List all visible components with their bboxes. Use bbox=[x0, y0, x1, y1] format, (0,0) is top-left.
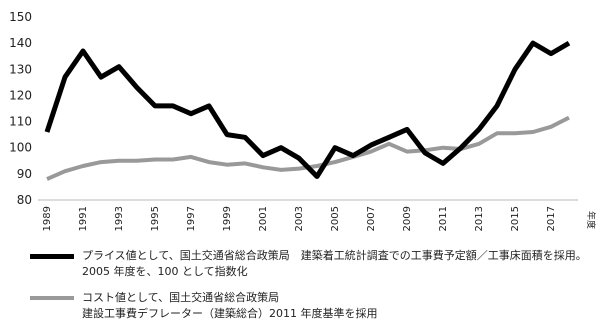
x-tick-label: 1997 bbox=[186, 206, 197, 231]
legend-item: コスト値として、国土交通省総合政策局 建設工事費デフレーター（建築総合）2011… bbox=[30, 290, 590, 322]
y-tick-label: 90 bbox=[17, 167, 32, 181]
x-tick-label: 2005 bbox=[330, 206, 341, 231]
legend-item: プライス値として、国土交通省総合政策局 建築着工統計調査での工事費予定額／工事床… bbox=[30, 248, 590, 280]
x-tick-label: 2015 bbox=[510, 206, 521, 231]
x-axis-label: 年度 bbox=[585, 211, 597, 229]
y-tick-label: 120 bbox=[9, 88, 32, 102]
legend-swatch bbox=[30, 254, 74, 259]
x-tick-label: 1989 bbox=[42, 206, 53, 231]
y-tick-label: 130 bbox=[9, 62, 32, 76]
x-tick-label: 1991 bbox=[78, 206, 89, 231]
x-tick-label: 2001 bbox=[258, 206, 269, 231]
x-tick-label: 1993 bbox=[114, 206, 125, 231]
x-tick-label: 1999 bbox=[222, 206, 233, 231]
legend-swatch bbox=[30, 296, 74, 300]
y-tick-label: 150 bbox=[9, 10, 32, 24]
y-tick-label: 140 bbox=[9, 36, 32, 50]
y-tick-label: 80 bbox=[17, 193, 32, 207]
chart: 年度 80 90 100 110 120 130 140 150 1989 1991 1993 199… bbox=[9, 10, 597, 231]
x-tick-label: 2013 bbox=[474, 206, 485, 231]
legend: プライス値として、国土交通省総合政策局 建築着工統計調査での工事費予定額／工事床… bbox=[30, 248, 590, 332]
series-line bbox=[44, 40, 571, 179]
legend-label: プライス値として、国土交通省総合政策局 建築着工統計調査での工事費予定額／工事床… bbox=[82, 249, 587, 278]
y-tick-label: 100 bbox=[9, 141, 32, 155]
x-tick-label: 2007 bbox=[366, 206, 377, 231]
x-tick-label: 2009 bbox=[402, 206, 413, 231]
x-tick-label: 2011 bbox=[438, 206, 449, 231]
x-tick-label: 1995 bbox=[150, 206, 161, 231]
y-tick-label: 110 bbox=[9, 115, 32, 129]
x-tick-label: 2017 bbox=[546, 206, 557, 231]
legend-label: コスト値として、国土交通省総合政策局 建設工事費デフレーター（建築総合）2011… bbox=[82, 291, 378, 320]
x-tick-label: 2003 bbox=[294, 206, 305, 231]
